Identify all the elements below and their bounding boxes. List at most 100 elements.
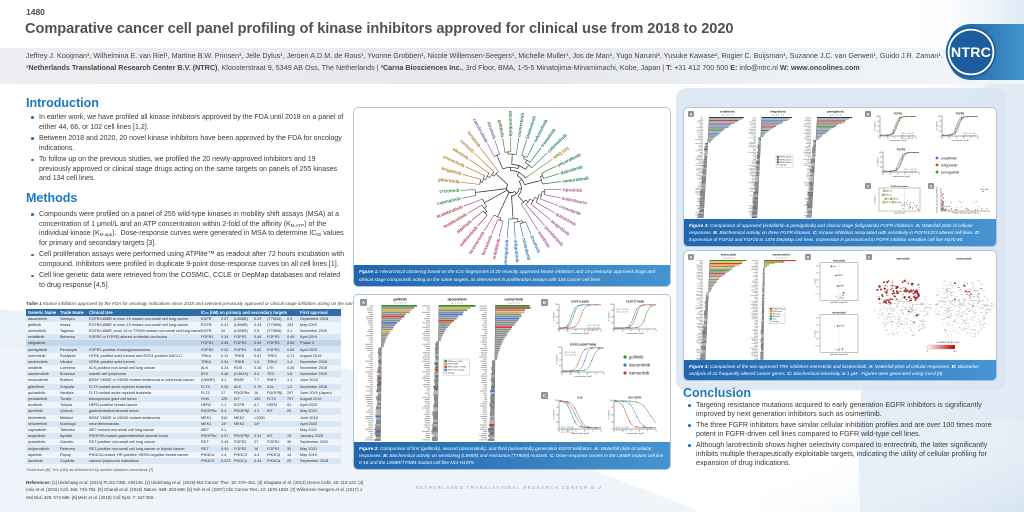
svg-text:dacomitinib: dacomitinib <box>447 298 466 302</box>
svg-text:-7: -7 <box>647 431 649 433</box>
svg-text:concentration, log M: concentration, log M <box>571 432 588 435</box>
svg-text:-9: -9 <box>894 138 896 140</box>
svg-text:-10: -10 <box>886 138 889 140</box>
svg-text:50: 50 <box>611 414 613 416</box>
svg-text:IC50 = 0.08 uM: IC50 = 0.08 uM <box>561 430 574 432</box>
svg-text:FGF10 expression (log2 TPM+1): FGF10 expression (log2 TPM+1) <box>936 186 938 213</box>
svg-text:infigratinib: infigratinib <box>941 163 957 167</box>
svg-text:0: 0 <box>881 172 882 174</box>
svg-text:75: 75 <box>559 353 561 355</box>
svg-text:log IC50, nM: log IC50, nM <box>894 212 905 214</box>
svg-text:dovitinib: dovitinib <box>529 234 541 253</box>
svg-text:75: 75 <box>556 310 558 312</box>
svg-text:ROS1 fusion: ROS1 fusion <box>773 311 782 313</box>
svg-text:log2 fold change IC50: log2 fold change IC50 <box>830 302 847 304</box>
svg-text:gefitinib: gefitinib <box>629 355 644 360</box>
svg-text:100: 100 <box>879 152 882 154</box>
svg-text:-8: -8 <box>904 174 906 176</box>
svg-text:gefitinib: gefitinib <box>393 298 406 302</box>
svg-text:% inhibition: % inhibition <box>553 312 556 322</box>
svg-text:-11: -11 <box>613 331 615 333</box>
svg-text:A: A <box>362 300 365 305</box>
svg-text:-9: -9 <box>578 374 580 376</box>
svg-text:-9: -9 <box>575 331 577 333</box>
svg-text:-9: -9 <box>630 331 632 333</box>
svg-text:A: A <box>690 112 693 116</box>
svg-text:-4 -2 0 2 4: -4 -2 0 2 4 <box>723 258 736 260</box>
svg-text:IC50 = 20 nM: IC50 = 20 nM <box>587 330 598 332</box>
svg-text:IC50 = 0.18 uM: IC50 = 0.18 uM <box>561 427 574 429</box>
svg-text:25: 25 <box>559 366 561 368</box>
svg-text:50: 50 <box>939 126 941 128</box>
svg-text:RT-112: RT-112 <box>887 198 892 200</box>
svg-text:IC50 = 0.46 nM: IC50 = 0.46 nM <box>963 133 976 135</box>
svg-text:other: other <box>773 317 777 320</box>
svg-text:25: 25 <box>611 323 613 325</box>
svg-text:-9: -9 <box>956 138 958 140</box>
svg-text:AN3-CA: AN3-CA <box>886 189 893 192</box>
svg-text:0: 0 <box>927 351 929 353</box>
svg-text:-6: -6 <box>918 174 920 176</box>
svg-text:-7: -7 <box>911 174 913 176</box>
svg-text:crizotinib: crizotinib <box>439 188 459 194</box>
svg-text:-7: -7 <box>592 431 594 433</box>
svg-text:50: 50 <box>880 162 882 164</box>
svg-text:erdafitinib: erdafitinib <box>720 110 735 114</box>
svg-text:IC50 = 0.34 nM: IC50 = 0.34 nM <box>901 133 914 135</box>
svg-text:0: 0 <box>557 429 558 431</box>
svg-text:ALK: ALK <box>833 265 837 268</box>
svg-text:NTRK1/2/3 fusion: NTRK1/2/3 fusion <box>773 308 786 310</box>
svg-text:-4 -2 0 2 4: -4 -2 0 2 4 <box>772 115 785 117</box>
svg-text:p-value: p-value <box>815 331 817 337</box>
svg-text:0: 0 <box>612 329 613 331</box>
svg-text:-11: -11 <box>941 138 943 140</box>
svg-text:midostaurin: midostaurin <box>561 196 587 206</box>
svg-text:-11: -11 <box>558 431 560 433</box>
svg-text:infigratinib: infigratinib <box>770 110 786 114</box>
svg-text:-11: -11 <box>613 431 615 433</box>
svg-text:ALK other: ALK other <box>773 315 781 318</box>
svg-text:50: 50 <box>877 126 879 128</box>
svg-text:FGFR3: FGFR3 <box>897 147 906 151</box>
svg-text:50: 50 <box>559 359 561 361</box>
svg-text:NTRC: NTRC <box>951 45 991 61</box>
svg-text:0: 0 <box>557 329 558 331</box>
svg-text:25: 25 <box>611 422 613 424</box>
svg-text:10-10: 10-10 <box>816 293 820 296</box>
svg-text:-6: -6 <box>915 138 917 140</box>
svg-text:EGFR other mutation: EGFR other mutation <box>448 369 465 372</box>
svg-text:IC50 = 0.62 nM: IC50 = 0.62 nM <box>901 138 914 140</box>
svg-text:10-10: 10-10 <box>816 345 820 348</box>
svg-text:10-2: 10-2 <box>816 317 819 320</box>
svg-text:100: 100 <box>558 347 561 349</box>
svg-text:concentration, log M: concentration, log M <box>626 432 643 435</box>
svg-text:C: C <box>868 255 871 259</box>
svg-text:-4 -2 0 2 4: -4 -2 0 2 4 <box>508 303 521 305</box>
svg-text:IC50 = 0.41 nM: IC50 = 0.41 nM <box>587 325 600 327</box>
svg-text:-7: -7 <box>970 138 972 140</box>
svg-text:-6: -6 <box>603 374 605 376</box>
svg-text:KATO III: KATO III <box>886 201 893 204</box>
svg-text:IC50 = 0.45 nM: IC50 = 0.45 nM <box>901 136 914 138</box>
svg-text:0: 0 <box>940 136 941 138</box>
svg-text:FGFR alterations: FGFR alterations <box>891 185 909 188</box>
svg-text:BRAF: BRAF <box>839 285 844 288</box>
svg-text:0: 0 <box>878 136 879 138</box>
svg-text:-8: -8 <box>963 138 965 140</box>
svg-text:FGF20 expression (log2 TPM+1): FGF20 expression (log2 TPM+1) <box>952 212 979 214</box>
svg-text:EGFR L858R / T790M: EGFR L858R / T790M <box>448 367 466 369</box>
svg-text:75: 75 <box>611 310 613 312</box>
svg-text:-6: -6 <box>600 431 602 433</box>
svg-text:D: D <box>930 184 933 188</box>
svg-text:IC50 = 0.49 nM: IC50 = 0.49 nM <box>904 169 917 171</box>
svg-text:larotrectinib: larotrectinib <box>773 253 791 257</box>
svg-text:100: 100 <box>555 400 558 402</box>
svg-text:p-value: p-value <box>815 279 817 285</box>
svg-text:-11: -11 <box>882 174 884 176</box>
svg-text:pemigatinib: pemigatinib <box>827 110 844 114</box>
svg-text:10-2: 10-2 <box>816 265 819 268</box>
svg-text:osimertinib: osimertinib <box>629 371 650 376</box>
svg-text:nintedanib: nintedanib <box>521 237 531 261</box>
svg-text:75: 75 <box>939 121 941 123</box>
svg-text:IC50 = 2.5 uM: IC50 = 2.5 uM <box>616 430 628 432</box>
